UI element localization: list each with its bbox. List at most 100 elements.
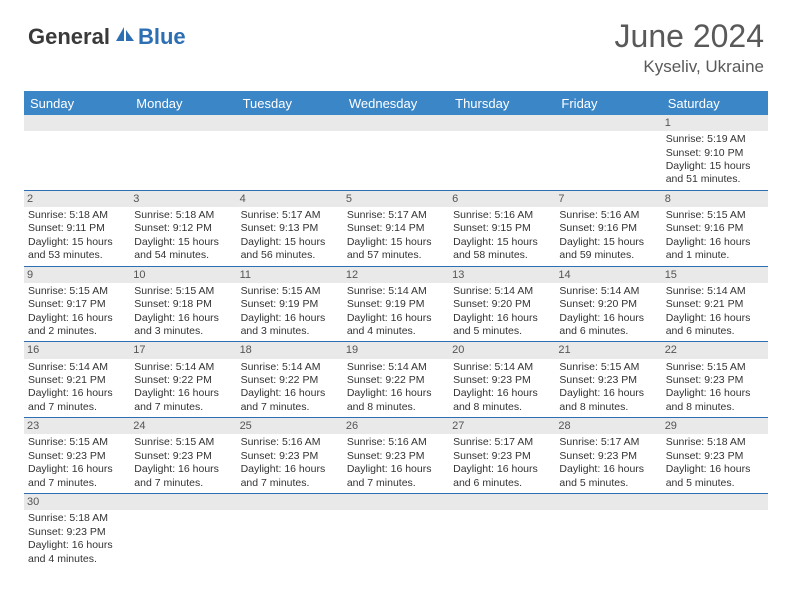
day-number — [130, 494, 236, 510]
sun-info-line: Sunset: 9:20 PM — [453, 298, 551, 311]
sun-info-line: and 54 minutes. — [134, 249, 232, 262]
day-number: 1 — [662, 115, 768, 131]
calendar-cell: 12Sunrise: 5:14 AMSunset: 9:19 PMDayligh… — [343, 266, 449, 342]
day-number — [343, 115, 449, 131]
brand-logo: General Blue — [28, 24, 186, 50]
sun-info-line: Sunset: 9:22 PM — [347, 374, 445, 387]
sail-icon — [114, 25, 136, 48]
sun-info-line: Sunrise: 5:17 AM — [347, 209, 445, 222]
sun-info-line: Daylight: 16 hours — [347, 387, 445, 400]
sun-info-line: and 4 minutes. — [347, 325, 445, 338]
sun-info-line: and 53 minutes. — [28, 249, 126, 262]
day-number: 27 — [449, 418, 555, 434]
day-number: 8 — [662, 191, 768, 207]
sun-info-line: Daylight: 16 hours — [28, 539, 126, 552]
sun-info-line: Daylight: 15 hours — [28, 236, 126, 249]
day-number: 11 — [237, 267, 343, 283]
sun-info-line: and 3 minutes. — [241, 325, 339, 338]
sun-info-line: and 3 minutes. — [134, 325, 232, 338]
day-number: 17 — [130, 342, 236, 358]
sun-info-line: Sunrise: 5:14 AM — [241, 361, 339, 374]
sun-info-line: Sunrise: 5:19 AM — [666, 133, 764, 146]
sun-info-line: Sunrise: 5:17 AM — [559, 436, 657, 449]
day-number: 9 — [24, 267, 130, 283]
sun-info-line: Sunrise: 5:14 AM — [453, 285, 551, 298]
day-number: 21 — [555, 342, 661, 358]
sun-info-line: Sunrise: 5:18 AM — [134, 209, 232, 222]
sun-info-line: Daylight: 16 hours — [347, 463, 445, 476]
sun-info-line: Sunset: 9:23 PM — [241, 450, 339, 463]
sun-info-line: Sunrise: 5:15 AM — [134, 436, 232, 449]
calendar-cell — [343, 115, 449, 190]
sun-info-line: Sunset: 9:16 PM — [559, 222, 657, 235]
calendar-cell: 16Sunrise: 5:14 AMSunset: 9:21 PMDayligh… — [24, 342, 130, 418]
day-number: 14 — [555, 267, 661, 283]
sun-info-line: Sunrise: 5:14 AM — [134, 361, 232, 374]
sun-info-line: Sunrise: 5:17 AM — [453, 436, 551, 449]
weekday-header: Wednesday — [343, 91, 449, 115]
day-number: 18 — [237, 342, 343, 358]
sun-info-line: Sunset: 9:20 PM — [559, 298, 657, 311]
calendar-cell — [130, 494, 236, 569]
sun-info-line: and 7 minutes. — [241, 477, 339, 490]
day-number — [449, 494, 555, 510]
sun-info-line: Sunrise: 5:14 AM — [453, 361, 551, 374]
calendar-cell: 14Sunrise: 5:14 AMSunset: 9:20 PMDayligh… — [555, 266, 661, 342]
sun-info-line: Daylight: 16 hours — [666, 236, 764, 249]
sun-info-line: Sunrise: 5:16 AM — [453, 209, 551, 222]
calendar-row: 1Sunrise: 5:19 AMSunset: 9:10 PMDaylight… — [24, 115, 768, 190]
calendar-cell: 23Sunrise: 5:15 AMSunset: 9:23 PMDayligh… — [24, 418, 130, 494]
calendar-cell: 1Sunrise: 5:19 AMSunset: 9:10 PMDaylight… — [662, 115, 768, 190]
calendar-row: 9Sunrise: 5:15 AMSunset: 9:17 PMDaylight… — [24, 266, 768, 342]
day-number: 19 — [343, 342, 449, 358]
sun-info-line: Sunset: 9:22 PM — [134, 374, 232, 387]
sun-info-line: and 1 minute. — [666, 249, 764, 262]
calendar-cell: 29Sunrise: 5:18 AMSunset: 9:23 PMDayligh… — [662, 418, 768, 494]
sun-info-line: Sunrise: 5:14 AM — [666, 285, 764, 298]
weekday-header: Friday — [555, 91, 661, 115]
day-number — [24, 115, 130, 131]
day-number: 13 — [449, 267, 555, 283]
sun-info-line: Sunrise: 5:15 AM — [28, 436, 126, 449]
calendar-cell: 22Sunrise: 5:15 AMSunset: 9:23 PMDayligh… — [662, 342, 768, 418]
day-number: 30 — [24, 494, 130, 510]
calendar-cell: 6Sunrise: 5:16 AMSunset: 9:15 PMDaylight… — [449, 190, 555, 266]
sun-info-line: Sunset: 9:12 PM — [134, 222, 232, 235]
location-label: Kyseliv, Ukraine — [615, 57, 764, 77]
sun-info-line: Sunset: 9:23 PM — [28, 450, 126, 463]
brand-text-blue: Blue — [138, 24, 186, 50]
sun-info-line: Sunrise: 5:15 AM — [28, 285, 126, 298]
sun-info-line: Sunset: 9:23 PM — [28, 526, 126, 539]
calendar-cell: 18Sunrise: 5:14 AMSunset: 9:22 PMDayligh… — [237, 342, 343, 418]
calendar-row: 2Sunrise: 5:18 AMSunset: 9:11 PMDaylight… — [24, 190, 768, 266]
day-number: 23 — [24, 418, 130, 434]
calendar-cell — [130, 115, 236, 190]
title-block: June 2024 Kyseliv, Ukraine — [615, 18, 764, 77]
day-number: 20 — [449, 342, 555, 358]
sun-info-line: Sunset: 9:16 PM — [666, 222, 764, 235]
calendar-cell: 26Sunrise: 5:16 AMSunset: 9:23 PMDayligh… — [343, 418, 449, 494]
sun-info-line: and 5 minutes. — [453, 325, 551, 338]
sun-info-line: Sunrise: 5:15 AM — [241, 285, 339, 298]
sun-info-line: and 5 minutes. — [666, 477, 764, 490]
sun-info-line: and 56 minutes. — [241, 249, 339, 262]
sun-info-line: and 8 minutes. — [666, 401, 764, 414]
sun-info-line: and 8 minutes. — [347, 401, 445, 414]
day-number: 22 — [662, 342, 768, 358]
sun-info-line: Sunrise: 5:14 AM — [347, 361, 445, 374]
sun-info-line: Sunset: 9:18 PM — [134, 298, 232, 311]
calendar-cell — [343, 494, 449, 569]
calendar-cell: 3Sunrise: 5:18 AMSunset: 9:12 PMDaylight… — [130, 190, 236, 266]
sun-info-line: and 7 minutes. — [134, 401, 232, 414]
calendar-cell: 15Sunrise: 5:14 AMSunset: 9:21 PMDayligh… — [662, 266, 768, 342]
calendar-cell — [449, 494, 555, 569]
calendar-cell: 11Sunrise: 5:15 AMSunset: 9:19 PMDayligh… — [237, 266, 343, 342]
sun-info-line: Sunset: 9:19 PM — [241, 298, 339, 311]
sun-info-line: and 7 minutes. — [28, 401, 126, 414]
calendar-row: 23Sunrise: 5:15 AMSunset: 9:23 PMDayligh… — [24, 418, 768, 494]
sun-info-line: Sunset: 9:23 PM — [347, 450, 445, 463]
sun-info-line: and 6 minutes. — [559, 325, 657, 338]
sun-info-line: Sunrise: 5:15 AM — [134, 285, 232, 298]
sun-info-line: Sunrise: 5:14 AM — [347, 285, 445, 298]
day-number — [237, 494, 343, 510]
